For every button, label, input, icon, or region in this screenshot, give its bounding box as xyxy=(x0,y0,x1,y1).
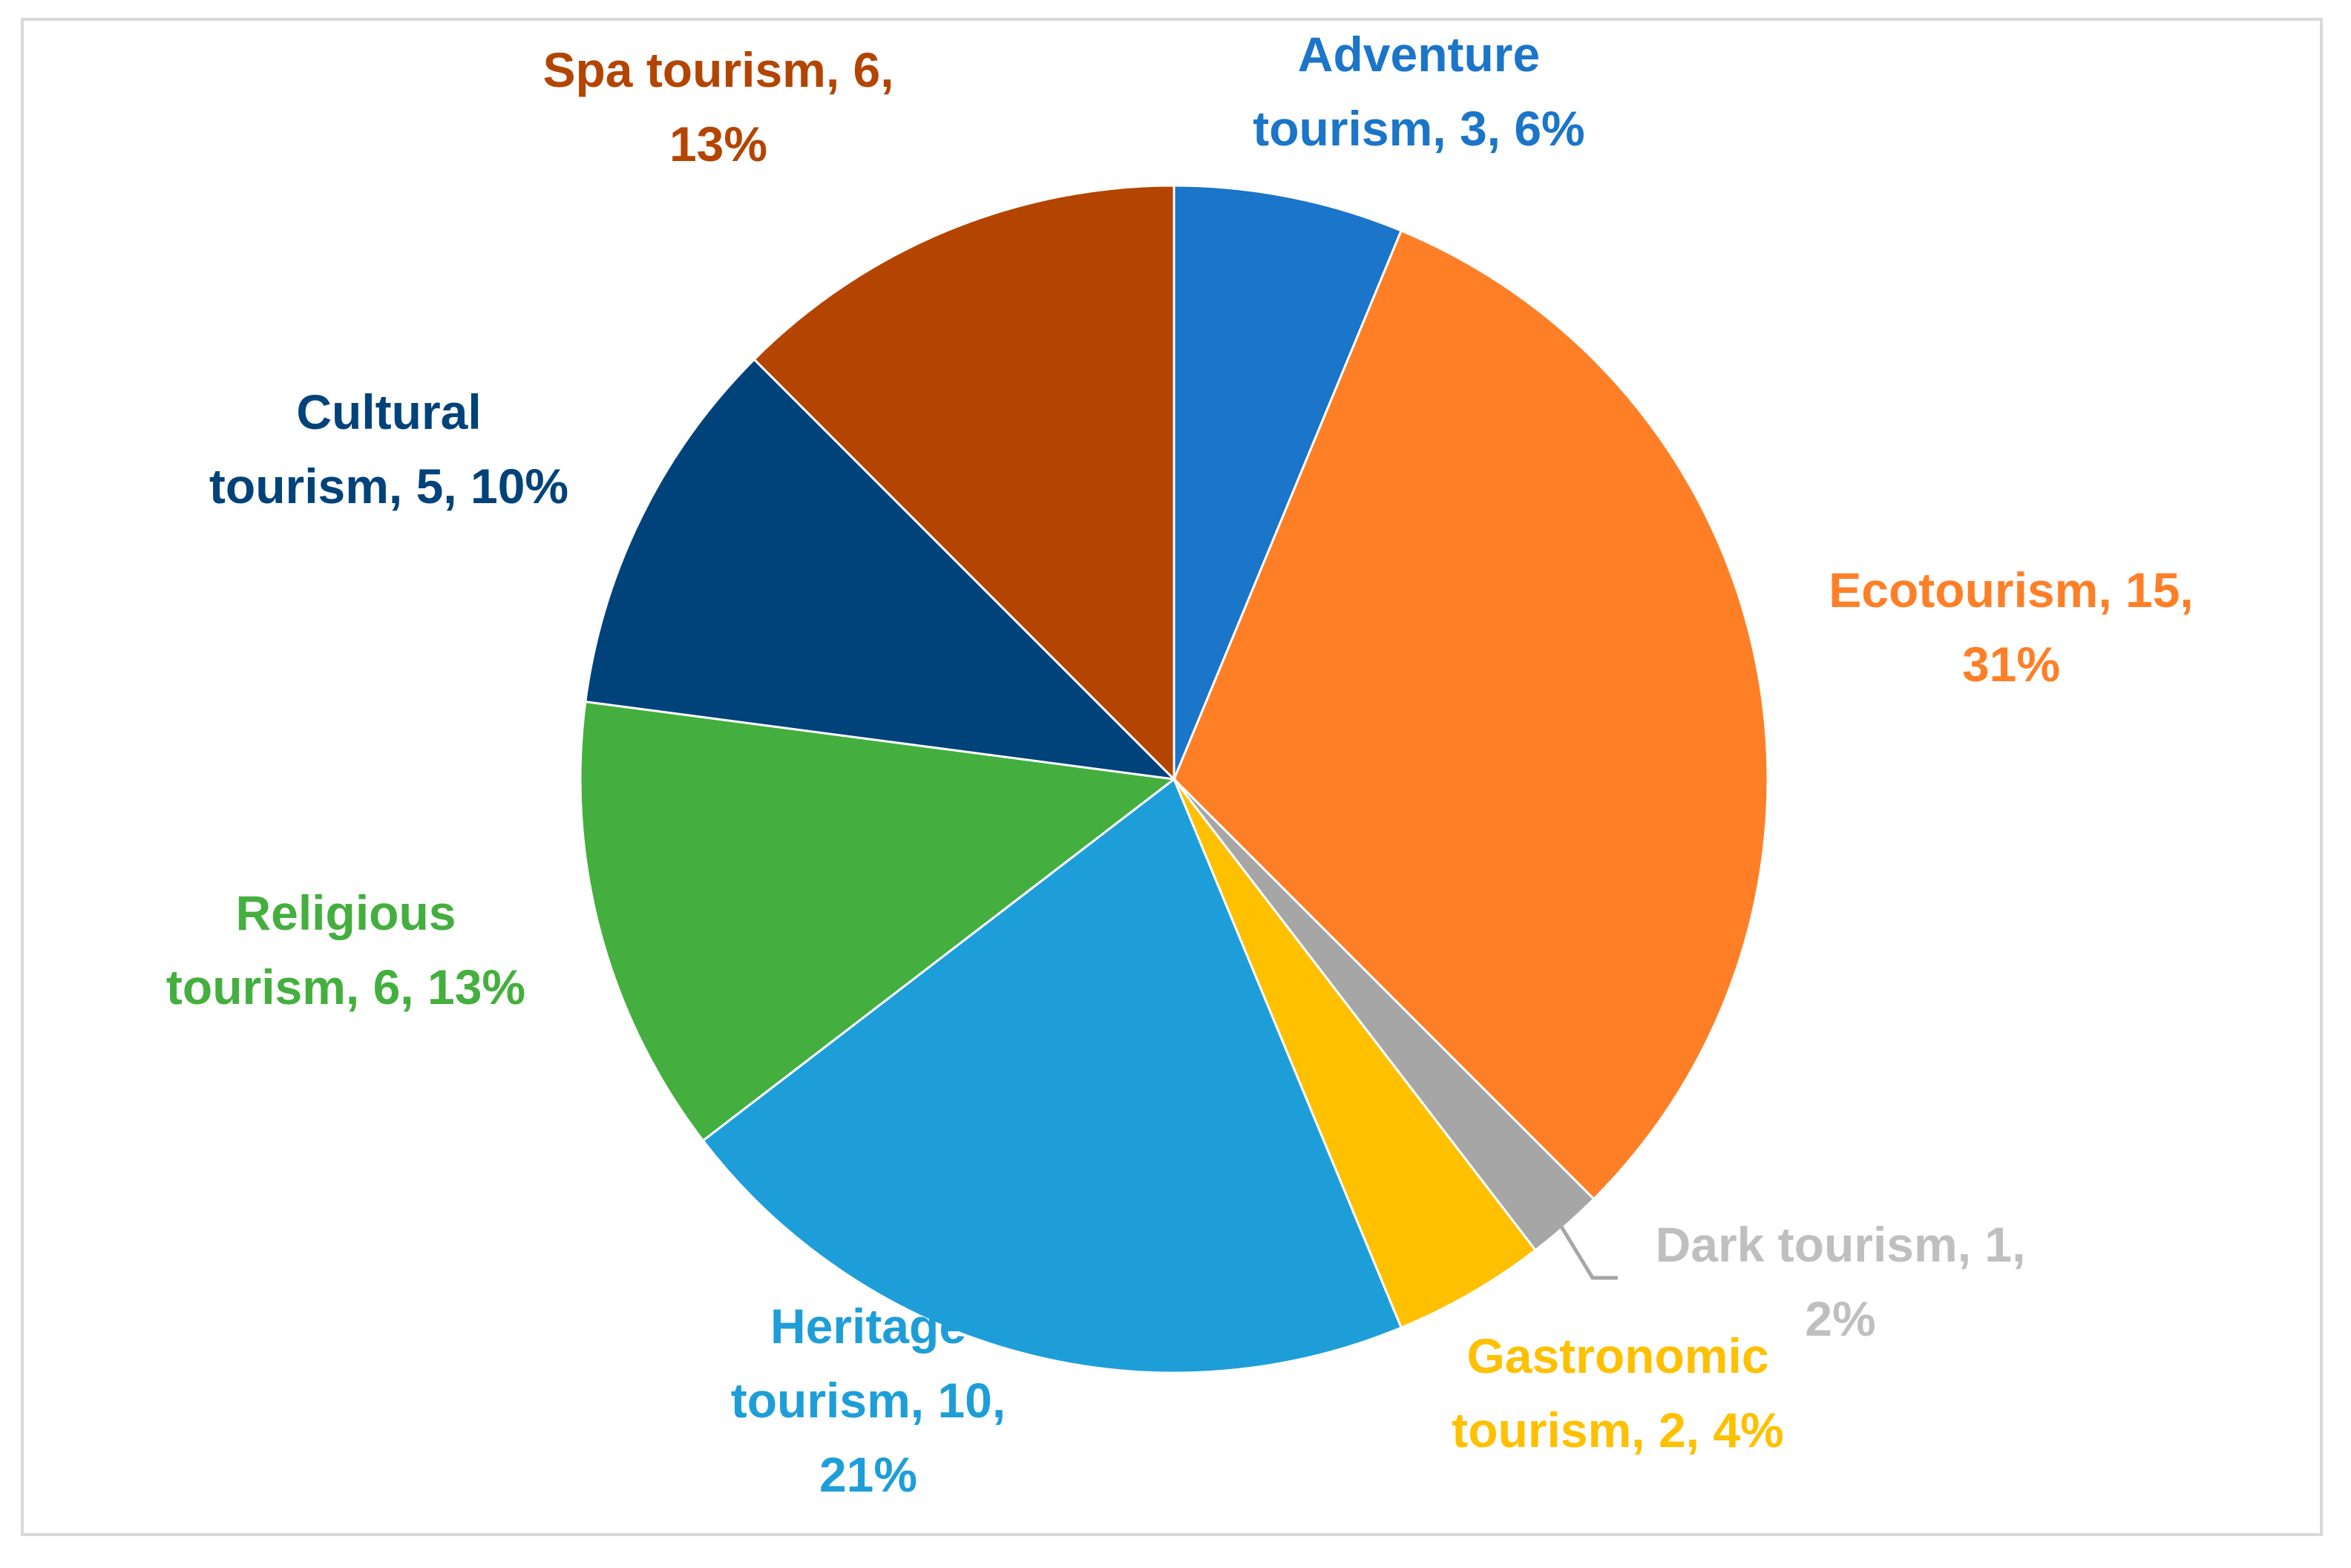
pie-slice-religious-tourism xyxy=(579,700,1177,1143)
data-label-gastronomic-tourism: Gastronomic tourism, 2, 4% xyxy=(1452,1328,1783,1457)
data-label-religious-tourism: Religious tourism, 6, 13% xyxy=(166,885,525,1014)
pie-slice-heritage-tourism xyxy=(701,777,1403,1374)
pie-slice-gastronomic-tourism xyxy=(1173,778,1538,1330)
data-label-ecotourism: Ecotourism, 15, 31% xyxy=(1829,562,2194,692)
data-label-adventure-tourism: Adventure tourism, 3, 6% xyxy=(1253,27,1584,156)
data-label-cultural-tourism: Cultural tourism, 5, 10% xyxy=(209,384,568,514)
leader-line-dark-tourism xyxy=(1548,1207,1618,1280)
pie-slice-ecotourism xyxy=(1173,229,1769,1201)
data-label-spa-tourism: Spa tourism, 6, 13% xyxy=(542,42,893,171)
pie-slice-cultural-tourism xyxy=(584,358,1178,781)
pie-slice-adventure-tourism xyxy=(1173,184,1403,780)
pie-slice-spa-tourism xyxy=(752,184,1176,782)
data-label-heritage-tourism: Heritage tourism, 10, 21% xyxy=(731,1299,1006,1502)
data-label-dark-tourism: Dark tourism, 1, 2% xyxy=(1656,1217,2026,1346)
